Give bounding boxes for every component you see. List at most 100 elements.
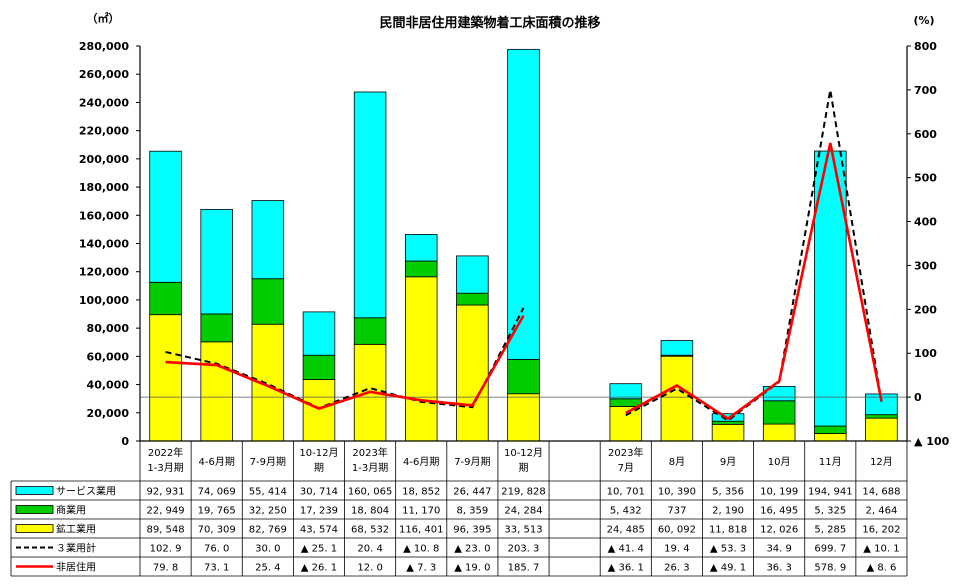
right-axis-tick-label: 800 [914, 40, 937, 53]
category-label: 4-6月期 [199, 456, 235, 468]
table-cell: 22, 949 [146, 506, 184, 517]
right-axis-tick-label: 700 [914, 84, 937, 97]
bar-segment-mining [814, 433, 847, 442]
table-cell: 18, 852 [402, 487, 440, 498]
table-cell: 18, 804 [351, 506, 389, 517]
table-cell: 33, 513 [504, 525, 542, 536]
table-cell: ▲ 10. 1 [863, 544, 899, 555]
right-axis-tick-label: 100 [914, 347, 937, 360]
left-axis-tick-label: 240,000 [79, 96, 129, 109]
table-cell: 116, 401 [399, 525, 444, 536]
left-axis-tick-label: 200,000 [79, 153, 129, 166]
bar-segment-commercial [609, 398, 643, 407]
table-row-label: 商業用 [56, 504, 86, 517]
table-cell: 737 [667, 506, 686, 517]
left-axis-tick-label: 260,000 [79, 68, 129, 81]
bar-segment-service [251, 200, 285, 280]
bar-segment-commercial [814, 425, 847, 434]
table-cell: 70, 309 [198, 525, 236, 536]
table-cell: 5, 432 [610, 506, 642, 517]
bar-segment-service [149, 150, 182, 283]
category-label: 7-9月期 [250, 456, 286, 468]
bar-segment-mining [149, 314, 182, 442]
table-cell: 68, 532 [351, 525, 389, 536]
table-cell: 12. 0 [357, 563, 382, 574]
category-label: 4-6月期 [403, 456, 439, 468]
table-cell: ▲ 36. 1 [608, 563, 644, 574]
left-axis-tick-label: 40,000 [87, 379, 130, 392]
table-cell: 32, 250 [249, 506, 287, 517]
category-label: 1-3月期 [352, 462, 388, 474]
right-axis-tick-label: 300 [914, 259, 937, 272]
table-cell: 102. 9 [150, 544, 182, 555]
table-cell: ▲ 19. 0 [454, 563, 490, 574]
table-cell: ▲ 53. 3 [710, 544, 746, 555]
table-cell: 43, 574 [300, 525, 338, 536]
left-axis-tick-label: 120,000 [79, 266, 129, 279]
category-label: 期 [519, 462, 529, 474]
table-cell: 79. 8 [153, 563, 178, 574]
chart-title: 民間非居住用建築物着工床面積の推移 [379, 15, 600, 31]
category-label: 期 [314, 462, 324, 474]
right-axis-tick-label: ▲ 100 [914, 435, 950, 448]
table-cell: 76. 0 [204, 544, 229, 555]
left-axis-unit: （㎡） [87, 11, 120, 25]
category-label: 2023年 [608, 446, 643, 459]
table-cell: 8, 359 [456, 506, 488, 517]
table-cell: 5, 356 [712, 487, 744, 498]
category-label: 2023年 [352, 446, 387, 459]
right-axis-tick-label: 0 [914, 391, 922, 404]
bar-segment-commercial [507, 359, 540, 395]
table-cell: 203. 3 [508, 544, 540, 555]
table-cell: 17, 239 [300, 506, 338, 517]
table-cell: 185. 7 [508, 563, 540, 574]
table-cell: 82, 769 [249, 525, 287, 536]
bar-segment-mining [711, 423, 745, 442]
table-cell: 2, 190 [712, 506, 744, 517]
bar-segment-mining [762, 423, 796, 442]
table-cell: 11, 818 [709, 525, 747, 536]
table-cell: ▲ 25. 1 [301, 544, 337, 555]
bar-segment-commercial [302, 354, 336, 380]
bar-segment-mining [456, 304, 489, 442]
table-cell: 219, 828 [501, 487, 546, 498]
table-cell: ▲ 49. 1 [710, 563, 746, 574]
left-axis-tick-label: 100,000 [79, 294, 129, 307]
table-cell: 11, 170 [402, 506, 440, 517]
bar-segment-commercial [762, 400, 796, 425]
bar-segment-service [200, 209, 233, 315]
table-cell: 73. 1 [204, 563, 229, 574]
bar-segment-service [302, 311, 336, 356]
bar-segment-service [404, 234, 438, 262]
bar-segment-commercial [251, 278, 285, 325]
category-label: 1-3月期 [147, 462, 183, 474]
left-axis-tick-label: 140,000 [79, 238, 129, 251]
table-cell: 20. 4 [357, 544, 382, 555]
table-cell: 578. 9 [814, 563, 846, 574]
table-cell: 12, 026 [760, 525, 798, 536]
table-cell: ▲ 41. 4 [608, 544, 644, 555]
table-cell: 10, 701 [607, 487, 645, 498]
bar-segment-mining [404, 276, 438, 442]
table-cell: 89, 548 [146, 525, 184, 536]
table-cell: ▲ 10. 8 [403, 544, 439, 555]
table-cell: 19. 4 [664, 544, 689, 555]
left-axis-tick-label: 20,000 [87, 407, 130, 420]
table-cell: 30. 0 [255, 544, 280, 555]
bar-segment-commercial [353, 317, 387, 345]
table-cell: 26. 3 [664, 563, 689, 574]
table-cell: 36. 3 [766, 563, 791, 574]
category-label: 10-12月 [299, 447, 338, 459]
table-cell: ▲ 7. 3 [406, 563, 436, 574]
table-cell: 160, 065 [348, 487, 393, 498]
table-cell: ▲ 26. 1 [301, 563, 337, 574]
table-cell: 10, 390 [658, 487, 696, 498]
bar-segment-commercial [865, 414, 898, 419]
left-axis-tick-label: 220,000 [79, 125, 129, 138]
legend-swatch [15, 505, 54, 514]
left-axis-tick-label: 280,000 [79, 40, 129, 53]
non-residential-line [165, 314, 525, 410]
table-cell: 699. 7 [814, 544, 846, 555]
table-cell: 96, 395 [453, 525, 491, 536]
table-cell: 30, 714 [300, 487, 338, 498]
